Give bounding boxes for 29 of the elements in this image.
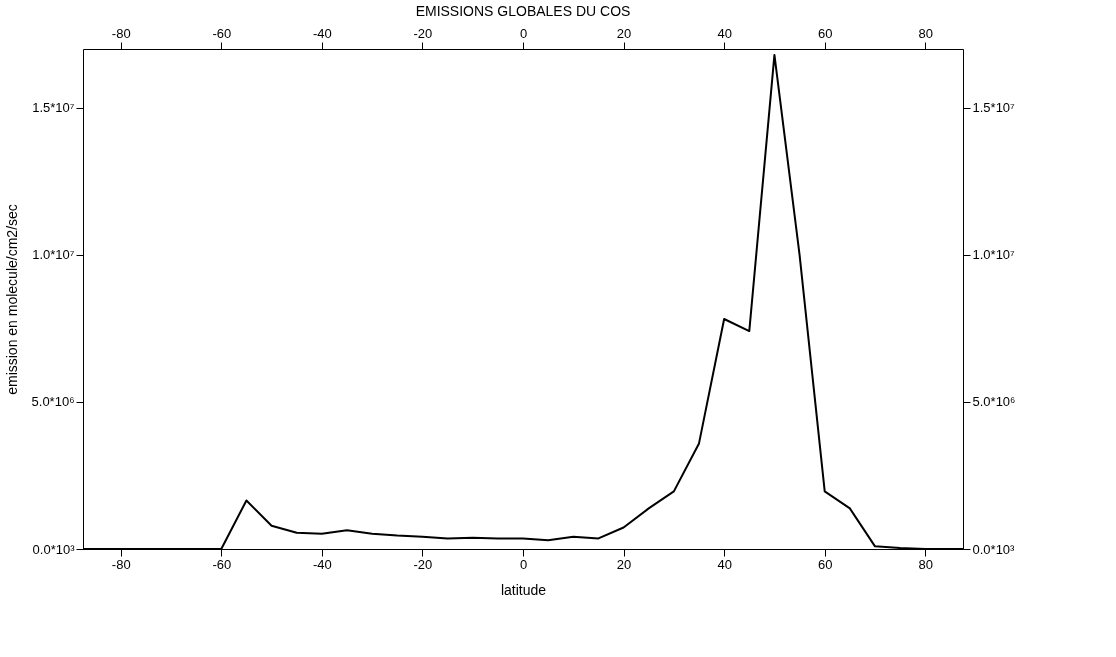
y2-tick-label: 1.0*10⁷ bbox=[972, 247, 1016, 263]
x2-tick-label: 80 bbox=[918, 25, 934, 41]
y-tick-label: 5.0*10⁶ bbox=[31, 394, 75, 410]
x-tick-label: 60 bbox=[817, 556, 833, 572]
x-tick-label: 40 bbox=[717, 556, 732, 572]
x2-tick-label: 0 bbox=[519, 25, 528, 41]
y2-tick-label: 1.5*10⁷ bbox=[972, 100, 1016, 116]
y-tick-label: 1.0*10⁷ bbox=[32, 247, 75, 263]
y-axis-title: emission en molecule/cm2/sec bbox=[3, 204, 20, 395]
y-tick-label: 1.5*10⁷ bbox=[32, 100, 75, 116]
y2-tick-label: 5.0*10⁶ bbox=[972, 394, 1016, 410]
y2-tick-label: 0.0*10³ bbox=[972, 541, 1016, 557]
x2-tick-label: -40 bbox=[312, 25, 332, 41]
x2-tick-label: 40 bbox=[717, 25, 732, 41]
x-tick-label: 80 bbox=[918, 556, 934, 572]
x-tick-label: -80 bbox=[111, 556, 131, 572]
x2-tick-label: 20 bbox=[616, 25, 632, 41]
x2-tick-label: -20 bbox=[413, 25, 433, 41]
x2-tick-label: 60 bbox=[817, 25, 833, 41]
y-tick-label: 0.0*10³ bbox=[32, 541, 76, 557]
x-tick-label: -20 bbox=[413, 556, 433, 572]
x2-tick-label: -80 bbox=[111, 25, 131, 41]
x-tick-label: -40 bbox=[312, 556, 332, 572]
x-tick-label: 20 bbox=[616, 556, 632, 572]
x-tick-label: -60 bbox=[212, 556, 232, 572]
x-axis-title: latitude bbox=[500, 581, 547, 598]
x2-tick-label: -60 bbox=[212, 25, 232, 41]
chart-title: EMISSIONS GLOBALES DU COS bbox=[415, 3, 631, 19]
x-tick-label: 0 bbox=[519, 556, 528, 572]
